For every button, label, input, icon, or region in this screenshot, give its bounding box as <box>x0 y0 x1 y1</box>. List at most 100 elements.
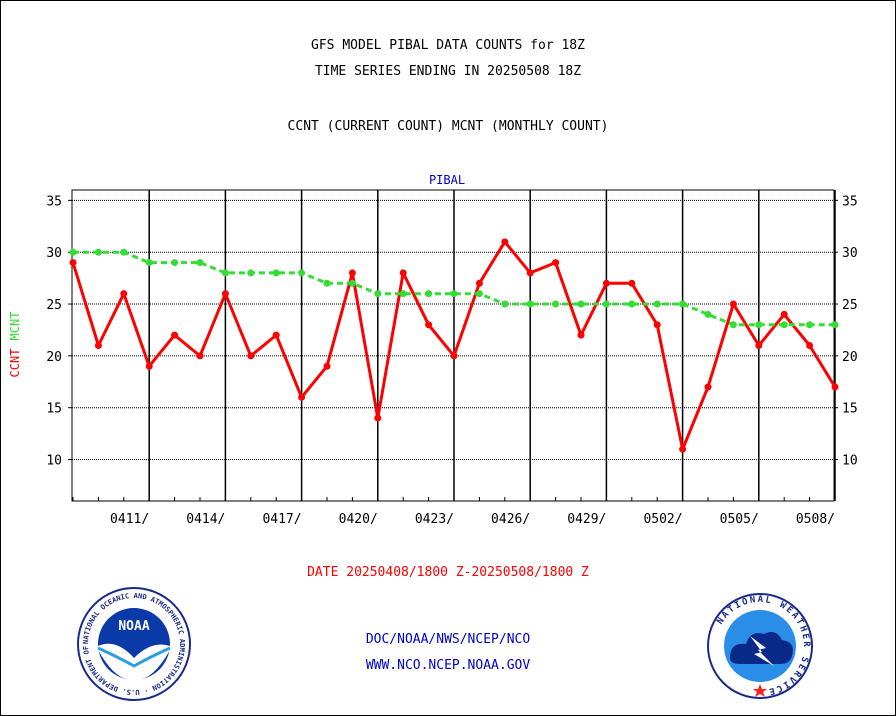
point-ccnt <box>729 300 737 308</box>
point-ccnt <box>602 279 610 287</box>
chart-title-line1: GFS MODEL PIBAL DATA COUNTS for 18Z <box>311 38 585 53</box>
noaa-logo: NATIONAL OCEANIC AND ATMOSPHERIC ADMINIS… <box>76 586 191 701</box>
point-mcnt <box>679 300 687 308</box>
point-mcnt <box>755 321 763 329</box>
point-ccnt <box>94 342 102 349</box>
point-mcnt <box>247 269 255 277</box>
point-ccnt <box>475 279 483 287</box>
point-ccnt <box>425 321 433 329</box>
point-mcnt <box>526 300 534 308</box>
series-layer <box>69 238 839 453</box>
point-mcnt <box>552 300 560 308</box>
date-range-label: DATE 20250408/1800 Z-20250508/1800 Z <box>307 565 589 580</box>
point-ccnt <box>145 362 153 370</box>
y-tick-label-left: 35 <box>46 194 62 209</box>
point-mcnt <box>171 259 179 267</box>
point-ccnt <box>552 259 560 267</box>
x-tick-label: 0502/ <box>643 512 682 527</box>
axes-layer: 10 10 15 15 20 20 25 25 30 30 35 35 0411/0414/0417/0… <box>46 189 858 527</box>
x-tick-label: 0508/ <box>796 512 835 527</box>
x-tick-label: 0417/ <box>262 512 301 527</box>
point-mcnt <box>475 290 483 298</box>
point-mcnt <box>831 321 839 329</box>
y-tick-label-left: 15 <box>46 402 62 417</box>
point-mcnt <box>69 248 77 256</box>
point-ccnt <box>323 362 331 370</box>
point-mcnt <box>196 259 204 267</box>
point-mcnt <box>298 269 306 277</box>
point-ccnt <box>272 331 280 339</box>
point-mcnt <box>374 290 382 298</box>
point-mcnt <box>501 300 509 308</box>
panel-title: PIBAL <box>429 173 465 187</box>
y-tick-label-right: 30 <box>842 246 858 261</box>
point-ccnt <box>374 414 382 422</box>
point-mcnt <box>602 300 610 308</box>
point-mcnt <box>221 269 229 277</box>
y-tick-label-left: 30 <box>46 246 62 261</box>
point-ccnt <box>806 342 814 349</box>
y-tick-label-right: 25 <box>842 298 858 313</box>
plot-frame <box>71 189 835 502</box>
point-mcnt <box>780 321 788 329</box>
point-ccnt <box>348 269 356 277</box>
point-ccnt <box>653 321 661 329</box>
point-mcnt <box>94 248 102 256</box>
point-ccnt <box>120 290 128 298</box>
point-mcnt <box>450 290 458 298</box>
x-tick-label: 0414/ <box>186 512 225 527</box>
x-tick-label: 0420/ <box>339 512 378 527</box>
point-ccnt <box>298 393 306 401</box>
point-ccnt <box>221 290 229 298</box>
point-ccnt <box>450 352 458 360</box>
x-tick-label: 0426/ <box>491 512 530 527</box>
chart-title-line2: TIME SERIES ENDING IN 20250508 18Z <box>314 64 582 79</box>
nco-path-link[interactable]: DOC/NOAA/NWS/NCEP/NCO <box>365 632 531 647</box>
point-mcnt <box>628 300 636 308</box>
point-mcnt <box>323 279 331 287</box>
point-mcnt <box>653 300 661 308</box>
point-mcnt <box>399 290 407 298</box>
point-ccnt <box>755 342 763 349</box>
y-tick-label-left: 10 <box>46 454 62 469</box>
y-axis-label-ccnt: CCNT <box>8 349 22 378</box>
nco-website-link[interactable]: WWW.NCO.NCEP.NOAA.GOV <box>365 658 531 673</box>
point-mcnt <box>272 269 280 277</box>
x-tick-label: 0505/ <box>720 512 759 527</box>
y-tick-label-left: 20 <box>46 350 62 365</box>
point-mcnt <box>704 310 712 318</box>
point-ccnt <box>196 352 204 360</box>
point-ccnt <box>679 445 687 453</box>
point-ccnt <box>247 352 255 360</box>
svg-text:NOAA: NOAA <box>118 619 149 634</box>
point-ccnt <box>628 279 636 287</box>
x-tick-label: 0429/ <box>567 512 606 527</box>
nws-logo: NATIONAL WEATHER SERVICE <box>707 593 813 699</box>
y-tick-label-right: 20 <box>842 350 858 365</box>
chart-subtitle: CCNT (CURRENT COUNT) MCNT (MONTHLY COUNT… <box>287 119 609 134</box>
point-mcnt <box>577 300 585 308</box>
point-mcnt <box>120 248 128 256</box>
point-mcnt <box>145 259 153 267</box>
point-ccnt <box>501 238 509 246</box>
point-ccnt <box>399 269 407 277</box>
point-ccnt <box>171 331 179 339</box>
y-tick-label-right: 35 <box>842 194 858 209</box>
y-tick-label-right: 15 <box>842 402 858 417</box>
point-ccnt <box>526 269 534 277</box>
point-ccnt <box>577 331 585 339</box>
y-tick-label-left: 25 <box>46 298 62 313</box>
point-mcnt <box>729 321 737 329</box>
point-ccnt <box>780 310 788 318</box>
point-ccnt <box>704 383 712 391</box>
point-ccnt <box>831 383 839 391</box>
x-tick-label: 0423/ <box>415 512 454 527</box>
x-tick-label: 0411/ <box>110 512 149 527</box>
y-axis-label-mcnt: MCNT <box>8 312 22 341</box>
point-mcnt <box>425 290 433 298</box>
point-mcnt <box>348 279 356 287</box>
y-tick-label-right: 10 <box>842 454 858 469</box>
point-ccnt <box>69 259 77 267</box>
point-mcnt <box>806 321 814 329</box>
